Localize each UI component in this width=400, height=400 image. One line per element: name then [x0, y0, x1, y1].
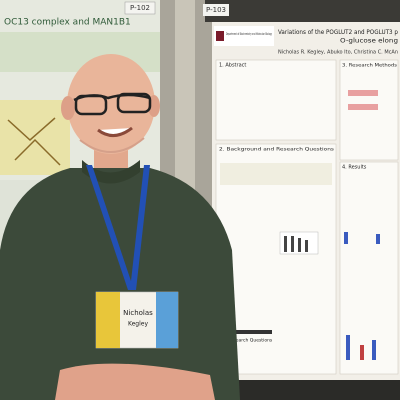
section-heading: 3. Research Methods — [342, 63, 398, 69]
section-heading: 5. Research Questions — [222, 338, 273, 344]
figure-bar — [360, 345, 364, 360]
section-heading: 2. Background and Research Questions — [219, 147, 335, 153]
abstract-panel — [215, 59, 337, 141]
poster-subtitle: O-glucose elong — [340, 38, 398, 45]
lanyard — [130, 165, 150, 290]
glasses-lens — [74, 94, 108, 116]
gel-band — [348, 104, 378, 110]
poster-title: Variations of the POGLUT2 and POGLUT3 p — [278, 28, 398, 36]
badge-stripe — [96, 292, 120, 348]
glasses-lens — [116, 92, 152, 114]
figure-bar — [284, 236, 287, 252]
section-heading: 1. Abstract — [219, 63, 246, 69]
smile — [97, 126, 133, 137]
board-top — [205, 0, 400, 22]
logo — [216, 31, 224, 41]
collar — [82, 160, 140, 184]
poster-title: OC13 complex and MAN1B1 — [4, 18, 131, 28]
poster-label: P-102 — [130, 4, 150, 12]
badge-stripe — [156, 292, 178, 348]
lanyard — [86, 165, 134, 290]
hands — [55, 363, 215, 400]
poster-diagram — [7, 117, 61, 166]
poster-label-box — [203, 4, 229, 16]
sweater — [0, 168, 240, 400]
figure-bar — [305, 240, 308, 252]
department: Department of Biochemistry and Molecular… — [226, 32, 272, 36]
results-panel — [339, 161, 399, 375]
figure-bar — [298, 238, 301, 252]
poster-label-box — [124, 1, 156, 15]
badge-last-name: Kegley — [128, 321, 148, 328]
figure-bar — [376, 234, 380, 244]
figure-bar — [344, 232, 348, 244]
gel-band — [348, 90, 378, 96]
head — [67, 54, 155, 154]
ear — [61, 96, 75, 120]
board-bottom — [212, 380, 400, 400]
figure-bar — [291, 236, 294, 252]
section-heading: 4. Results — [342, 165, 367, 171]
stubble — [79, 137, 145, 153]
figure-bar — [372, 340, 376, 360]
poster-authors: Nicholas R. Kegley, Abuko Ito, Christina… — [278, 50, 398, 56]
sequence-logo — [220, 163, 332, 185]
text-line — [222, 330, 272, 334]
figure-bar — [346, 335, 350, 360]
poster-label: P-103 — [206, 6, 226, 14]
department-logo-area — [214, 26, 274, 46]
badge-first-name: Nicholas — [123, 309, 153, 317]
